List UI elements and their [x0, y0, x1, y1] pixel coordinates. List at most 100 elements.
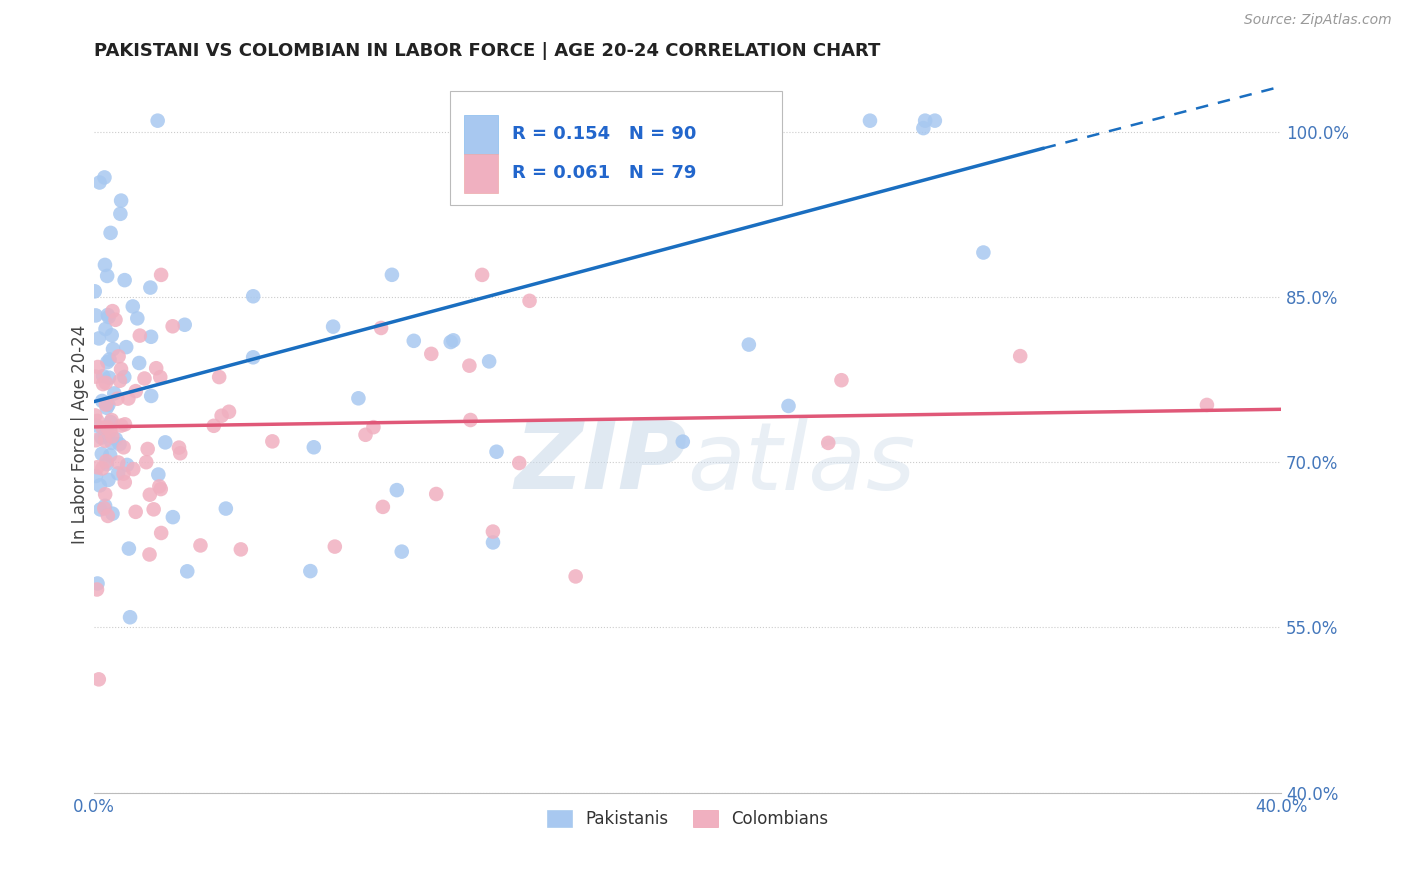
Point	[299, 564, 322, 578]
Point	[90, 431, 112, 445]
Point	[112, 467, 135, 481]
Point	[91, 461, 114, 475]
Point	[104, 432, 127, 446]
Point	[121, 300, 143, 314]
Point	[96, 401, 118, 415]
Point	[122, 462, 145, 476]
Point	[86, 582, 108, 597]
Point	[97, 473, 120, 487]
Point	[84, 418, 107, 433]
Bar	[464, 153, 498, 193]
Point	[118, 541, 141, 556]
Text: ZIP: ZIP	[515, 417, 688, 509]
Point	[682, 113, 704, 128]
Point	[100, 328, 122, 343]
Point	[859, 113, 882, 128]
Point	[458, 359, 481, 373]
Point	[114, 273, 136, 287]
Text: R = 0.061   N = 79: R = 0.061 N = 79	[512, 164, 696, 182]
Point	[84, 434, 107, 448]
Point	[114, 475, 136, 490]
Point	[141, 389, 163, 403]
Point	[114, 417, 136, 432]
Point	[830, 373, 852, 387]
Point	[89, 176, 111, 190]
Point	[108, 437, 131, 451]
Point	[211, 409, 233, 423]
Point	[90, 447, 112, 461]
Point	[173, 318, 195, 332]
Point	[139, 330, 162, 344]
Point	[94, 434, 117, 448]
Point	[363, 420, 385, 434]
Point	[94, 499, 117, 513]
Point	[242, 289, 264, 303]
Point	[125, 505, 148, 519]
Point	[98, 352, 121, 367]
Point	[370, 321, 392, 335]
Point	[134, 371, 156, 385]
Text: atlas: atlas	[688, 417, 915, 508]
Point	[110, 418, 132, 433]
Point	[354, 427, 377, 442]
Point	[87, 331, 110, 345]
Point	[145, 361, 167, 376]
Point	[564, 569, 586, 583]
Point	[817, 436, 839, 450]
Point	[127, 311, 149, 326]
Point	[135, 455, 157, 469]
Point	[460, 413, 482, 427]
Point	[101, 342, 124, 356]
Point	[758, 126, 780, 140]
Point	[136, 442, 159, 456]
Point	[105, 392, 128, 406]
Point	[86, 414, 108, 428]
Point	[441, 334, 464, 348]
Point	[97, 310, 120, 324]
Point	[120, 610, 142, 624]
Point	[91, 420, 114, 434]
Text: R = 0.154   N = 90: R = 0.154 N = 90	[512, 126, 696, 144]
Point	[778, 399, 800, 413]
Point	[112, 370, 135, 384]
Point	[914, 113, 936, 128]
Point	[215, 501, 238, 516]
Point	[425, 487, 447, 501]
Point	[1195, 398, 1218, 412]
Point	[100, 435, 122, 450]
Point	[924, 113, 946, 128]
Point	[107, 467, 129, 481]
Point	[149, 482, 172, 496]
Point	[94, 258, 117, 272]
Point	[229, 542, 252, 557]
Point	[96, 457, 118, 471]
Point	[100, 226, 122, 240]
Point	[347, 392, 370, 406]
Point	[93, 170, 115, 185]
Point	[100, 415, 122, 429]
Point	[94, 322, 117, 336]
FancyBboxPatch shape	[450, 91, 783, 205]
Point	[519, 293, 541, 308]
Point	[420, 347, 443, 361]
Point	[86, 576, 108, 591]
Point	[94, 428, 117, 442]
Point	[101, 507, 124, 521]
Point	[98, 424, 121, 438]
Point	[110, 207, 132, 221]
Point	[385, 483, 408, 497]
Point	[482, 535, 505, 549]
Point	[94, 487, 117, 501]
Point	[371, 500, 394, 514]
Point	[148, 479, 170, 493]
Text: Source: ZipAtlas.com: Source: ZipAtlas.com	[1244, 13, 1392, 28]
Point	[128, 356, 150, 370]
Legend: Pakistanis, Colombians: Pakistanis, Colombians	[540, 803, 835, 834]
Point	[91, 394, 114, 409]
Point	[162, 510, 184, 524]
Point	[482, 524, 505, 539]
Point	[87, 673, 110, 687]
Point	[478, 354, 501, 368]
Point	[391, 544, 413, 558]
Point	[149, 370, 172, 384]
